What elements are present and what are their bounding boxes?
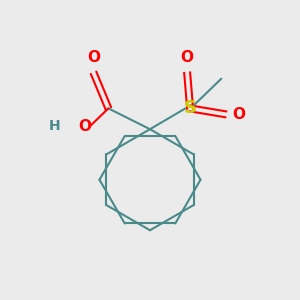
Text: O: O [87, 50, 100, 65]
Text: O: O [78, 119, 91, 134]
Text: O: O [232, 107, 245, 122]
Text: H: H [49, 119, 61, 133]
Text: O: O [181, 50, 194, 65]
Text: S: S [184, 99, 196, 117]
